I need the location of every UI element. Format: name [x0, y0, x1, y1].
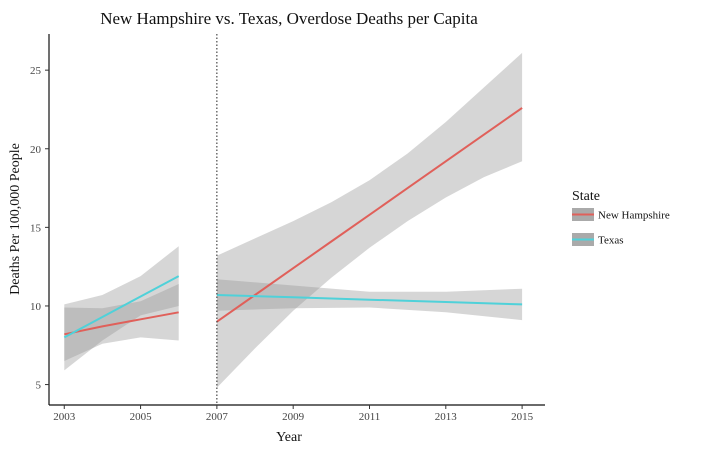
- confidence-band: [216, 52, 523, 388]
- confidence-bands: [64, 52, 523, 388]
- x-tick-label: 2007: [206, 411, 229, 423]
- y-tick-label: 15: [30, 222, 42, 234]
- plot-area: [63, 34, 523, 405]
- x-tick-label: 2003: [53, 411, 76, 423]
- series-lines: [63, 107, 523, 339]
- x-tick-label: 2005: [130, 411, 153, 423]
- x-tick-label: 2015: [511, 411, 534, 423]
- x-axis-label: Year: [276, 430, 302, 445]
- legend-label: New Hampshire: [598, 210, 670, 222]
- series-line: [216, 107, 523, 323]
- legend-label: Texas: [598, 235, 624, 247]
- y-tick-label: 25: [30, 65, 42, 77]
- series-line: [63, 275, 180, 339]
- y-tick-label: 5: [36, 380, 42, 392]
- y-tick-label: 10: [30, 301, 42, 313]
- x-tick-label: 2011: [359, 411, 381, 423]
- confidence-band: [64, 246, 179, 371]
- x-tick-label: 2013: [435, 411, 458, 423]
- legend-title: State: [572, 189, 600, 204]
- x-ticks: 2003 2005 2007 2009 2011 2013 2015: [53, 405, 534, 423]
- series-line: [216, 294, 523, 306]
- legend: State New Hampshire Texas: [572, 189, 670, 247]
- y-tick-label: 20: [30, 144, 42, 156]
- legend-entries: New Hampshire Texas: [572, 208, 670, 247]
- series-line: [64, 311, 179, 336]
- y-axis-label: Deaths Per 100,000 People: [8, 143, 23, 295]
- chart-title: New Hampshire vs. Texas, Overdose Deaths…: [100, 9, 478, 28]
- y-ticks: 5 10 15 20 25: [30, 65, 49, 392]
- x-tick-label: 2009: [282, 411, 305, 423]
- axes: 2003 2005 2007 2009 2011 2013 2015 5 10 15 20 25: [30, 34, 545, 423]
